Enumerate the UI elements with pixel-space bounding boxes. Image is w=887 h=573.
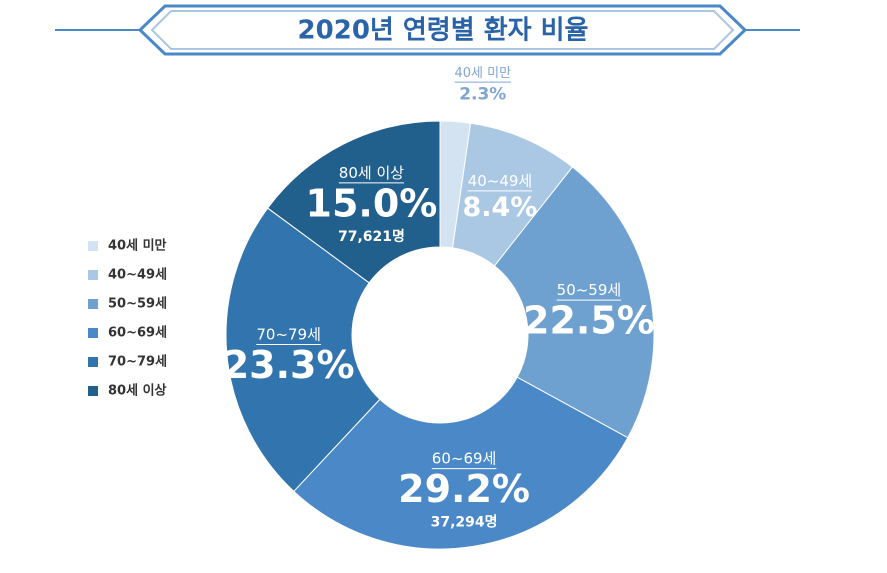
donut-slice: [225, 207, 381, 493]
slice-category-label: 40~49세: [468, 172, 533, 190]
legend-swatch: [88, 241, 98, 251]
slice-value-label: 23.3%: [223, 343, 355, 387]
title-banner-inner: [150, 10, 735, 50]
donut-slice: [493, 166, 655, 439]
donut-slice: [293, 376, 629, 550]
slice-value-label: 2.3%: [459, 85, 506, 105]
slice-value-label: 15.0%: [306, 181, 438, 225]
legend-swatch: [88, 386, 98, 396]
legend-swatch: [88, 299, 98, 309]
legend-swatch: [88, 357, 98, 367]
slice-value-label: 22.5%: [523, 299, 655, 343]
legend-label: 60~69세: [108, 326, 167, 341]
donut-slice: [266, 120, 441, 284]
legend-swatch: [88, 270, 98, 280]
slice-category-label: 40세 미만: [454, 66, 511, 81]
legend-label: 80세 이상: [108, 383, 167, 399]
slice-count-label: 37,294명: [431, 514, 498, 531]
slice-count-label: 77,621명: [338, 228, 405, 245]
slice-category-label: 80세 이상: [339, 164, 404, 182]
slice-value-label: 8.4%: [463, 192, 538, 223]
slice-category-label: 50~59세: [557, 281, 622, 299]
slice-category-label: 70~79세: [256, 325, 321, 343]
legend-label: 70~79세: [108, 355, 167, 370]
chart-title: 2020년 연령별 환자 비율: [298, 16, 589, 46]
slice-value-label: 29.2%: [398, 467, 530, 511]
legend-label: 40세 미만: [108, 238, 167, 254]
slice-category-label: 60~69세: [432, 450, 497, 468]
legend-swatch: [88, 328, 98, 338]
legend-label: 50~59세: [108, 297, 167, 312]
title-banner: [137, 4, 748, 56]
legend-label: 40~49세: [108, 268, 167, 283]
